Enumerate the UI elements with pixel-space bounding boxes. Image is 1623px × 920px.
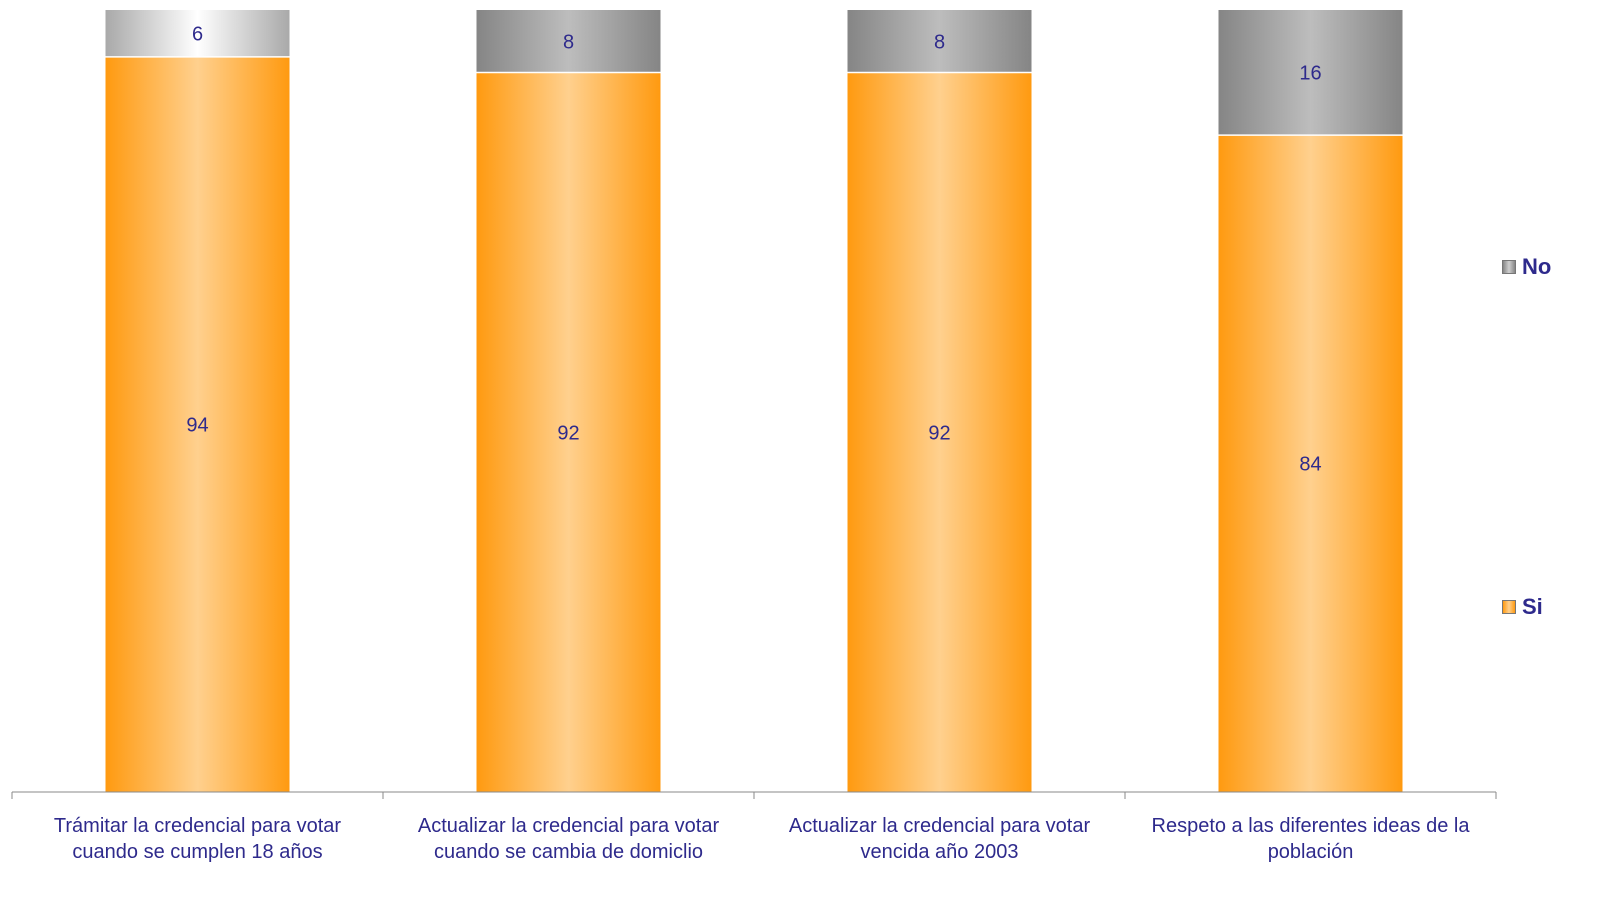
data-label-si-1: 94 — [186, 414, 208, 436]
legend-label-si: Si — [1522, 594, 1543, 619]
bar-si-2 — [476, 72, 661, 792]
bar-si-3 — [847, 72, 1032, 792]
bar-no-1 — [105, 10, 290, 57]
legend-swatch-si — [1502, 600, 1516, 614]
bar-no-3 — [847, 10, 1032, 73]
legend-item-no: No — [1502, 254, 1551, 280]
data-label-no-4: 16 — [1299, 63, 1321, 85]
category-label-2: Actualizar la credencial para votar cuan… — [417, 815, 720, 863]
data-label-si-4: 84 — [1299, 454, 1321, 476]
legend-item-si: Si — [1502, 594, 1543, 620]
data-label-no-1: 6 — [192, 23, 203, 45]
data-label-no-3: 8 — [934, 31, 945, 53]
data-label-si-3: 92 — [928, 422, 950, 444]
category-label-3: Actualizar la credencial para votar venc… — [788, 815, 1091, 863]
bar-si-4 — [1218, 135, 1403, 792]
bar-si-1 — [105, 56, 290, 793]
bar-no-4 — [1218, 10, 1403, 136]
bar-no-2 — [476, 10, 661, 73]
legend-label-no: No — [1522, 254, 1552, 279]
data-label-si-2: 92 — [557, 422, 579, 444]
category-label-1: Trámitar la credencial para votar cuando… — [53, 815, 342, 863]
data-label-no-2: 8 — [563, 31, 574, 53]
category-label-4: Respeto a las diferentes ideas de la pob… — [1151, 815, 1470, 863]
legend-swatch-no — [1502, 260, 1516, 274]
